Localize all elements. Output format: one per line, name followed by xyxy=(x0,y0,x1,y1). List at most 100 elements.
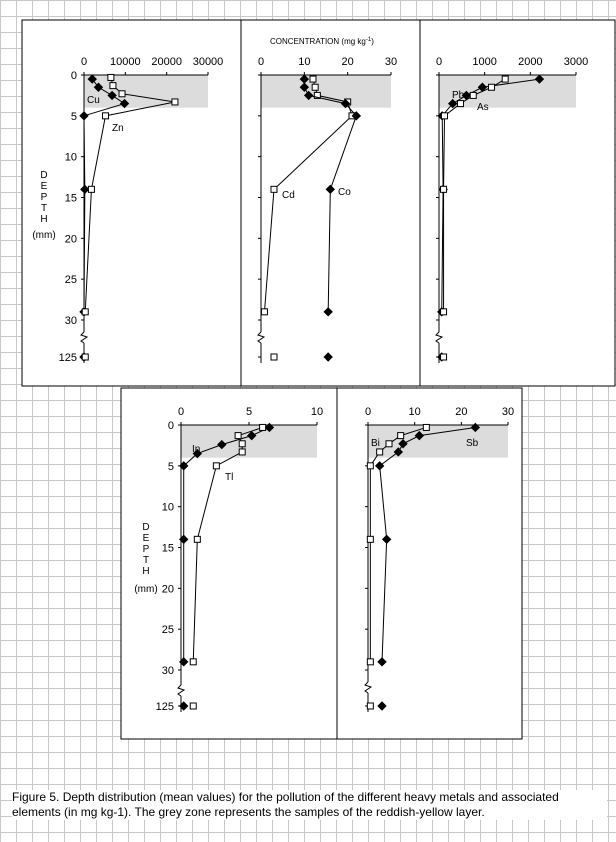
series-label-co: Co xyxy=(338,187,351,198)
depth-letter: H xyxy=(142,566,149,577)
data-point-cd xyxy=(311,83,319,91)
data-point-as xyxy=(440,112,448,120)
data-point-bi xyxy=(397,432,405,440)
data-point-sb xyxy=(377,701,387,711)
data-point-as xyxy=(488,83,496,91)
data-point-tl xyxy=(212,462,220,470)
data-point-as xyxy=(469,91,477,99)
depth-unit: (mm) xyxy=(134,584,157,595)
x-tick-label: 3000 xyxy=(564,56,588,68)
data-point-zn xyxy=(171,98,179,106)
data-point-as xyxy=(440,185,448,193)
series-label-cd: Cd xyxy=(282,190,295,201)
data-point-in xyxy=(247,430,257,441)
chart-panel-top-left: 0 10000 20000 30000 0 5 10 15 20 25 30 125 Cu Zn xyxy=(59,56,224,364)
data-point-bi xyxy=(366,462,374,470)
y-tick-label: 10 xyxy=(162,502,174,514)
data-point-sb xyxy=(381,534,392,545)
y-tick-label: 10 xyxy=(65,152,77,164)
data-point-bi xyxy=(422,423,430,431)
x-tick-label: 0 xyxy=(81,56,87,68)
x-tick-label: 0 xyxy=(258,56,264,68)
chart-panel-bottom-left: 0 5 10 0 5 10 15 20 25 30 125 In Tl xyxy=(156,406,323,713)
series-label-sb: Sb xyxy=(466,438,479,449)
data-point-in xyxy=(264,422,275,433)
x-tick-label: 1000 xyxy=(472,56,496,68)
data-point-zn xyxy=(101,112,109,120)
data-point-in xyxy=(192,448,203,459)
x-tick-label: 5 xyxy=(246,406,252,418)
data-point-in xyxy=(179,701,189,711)
data-point-as xyxy=(440,308,448,316)
data-point-co xyxy=(323,307,333,317)
grey-zone xyxy=(84,75,208,108)
data-point-in xyxy=(179,534,189,545)
x-tick-label: 20 xyxy=(342,56,354,68)
data-point-tl xyxy=(189,658,197,666)
data-point-tl xyxy=(193,535,201,543)
x-tick-label: 20000 xyxy=(151,56,182,68)
data-point-tl xyxy=(238,448,246,456)
series-label-in: In xyxy=(192,444,200,455)
data-point-pb xyxy=(447,98,458,109)
data-point-sb xyxy=(393,447,404,457)
data-point-zn xyxy=(81,353,89,361)
data-point-cu xyxy=(93,82,104,92)
data-point-in xyxy=(179,657,189,667)
grey-zone xyxy=(181,425,317,458)
concentration-label: CONCENTRATION (mg kg-1) xyxy=(270,37,374,46)
y-tick-label: 20 xyxy=(162,583,174,595)
y-tick-label: 5 xyxy=(168,461,174,473)
y-tick-label: 5 xyxy=(71,111,77,123)
x-tick-label: 10 xyxy=(298,56,310,68)
data-point-cu xyxy=(80,184,90,195)
y-tick-label: 125 xyxy=(59,352,77,364)
data-point-co xyxy=(340,98,351,109)
depth-axis-label-top: D E P T H (mm) xyxy=(32,170,55,241)
depth-letter: P xyxy=(41,192,48,203)
data-point-zn xyxy=(118,90,126,98)
chart-panel-top-middle: 0 10 20 30 Cd Co xyxy=(257,56,397,363)
data-point-sb xyxy=(374,461,385,471)
data-point-sb xyxy=(377,657,387,667)
y-tick-label: 15 xyxy=(65,193,77,205)
data-point-bi xyxy=(366,535,374,543)
data-point-in xyxy=(179,461,189,471)
series-label-bi: Bi xyxy=(371,438,380,449)
y-axis-break xyxy=(364,681,373,694)
data-point-as xyxy=(501,75,509,83)
data-point-cd xyxy=(313,91,321,99)
data-point-tl xyxy=(238,440,246,448)
chart-panel-bottom-right: 0 10 20 30 Sb Bi xyxy=(364,406,514,712)
data-point-zn xyxy=(81,308,89,316)
depth-axis-label-bottom: D E P T H (mm) xyxy=(134,522,157,595)
data-point-cd xyxy=(309,75,317,83)
data-point-cd xyxy=(270,353,278,361)
chart-panel-top-right: 0 1000 2000 3000 Pb As xyxy=(435,56,588,363)
x-tick-label: 2000 xyxy=(518,56,542,68)
series-label-as: As xyxy=(477,102,489,113)
y-axis-break xyxy=(177,684,186,697)
x-tick-label: 30 xyxy=(502,406,514,418)
data-point-bi xyxy=(366,702,374,710)
y-axis-break xyxy=(435,331,444,344)
data-point-tl xyxy=(259,423,267,431)
depth-letter: T xyxy=(41,203,47,214)
data-point-in xyxy=(217,439,227,450)
data-point-bi xyxy=(366,658,374,666)
data-point-tl xyxy=(234,432,242,440)
data-point-cu xyxy=(79,111,89,121)
depth-letter: D xyxy=(40,170,47,181)
series-label-pb: Pb xyxy=(452,90,465,101)
x-tick-label: 30000 xyxy=(193,56,224,68)
depth-unit: (mm) xyxy=(32,230,55,241)
x-tick-label: 0 xyxy=(436,56,442,68)
x-tick-label: 30 xyxy=(385,56,397,68)
data-point-cu xyxy=(119,98,130,109)
y-tick-label: 15 xyxy=(162,543,174,555)
series-label-tl: Tl xyxy=(225,472,233,483)
data-point-as xyxy=(456,100,464,108)
depth-letter: D xyxy=(142,522,149,533)
data-point-cu xyxy=(87,74,97,84)
data-point-pb xyxy=(534,74,545,84)
